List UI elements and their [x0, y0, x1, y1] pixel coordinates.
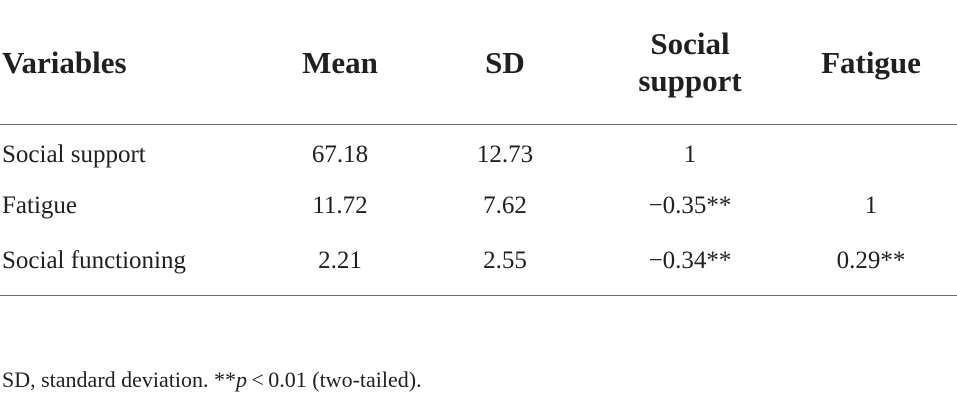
header-row: Variables Mean SD Social support Fatigue — [0, 0, 957, 125]
header-sd: SD — [415, 0, 595, 125]
table-footnote: SD, standard deviation. **p < 0.01 (two-… — [2, 366, 422, 394]
footnote-suffix: < 0.01 (two-tailed). — [247, 367, 422, 392]
table-row: Fatigue 11.72 7.62 −0.35** 1 — [0, 180, 957, 231]
row-label: Fatigue — [2, 191, 77, 219]
cell-sd: 7.62 — [483, 191, 527, 219]
header-fatigue: Fatigue — [785, 0, 957, 125]
cell-social-support: −0.35** — [648, 191, 732, 219]
table-row: Social support 67.18 12.73 1 — [0, 125, 957, 181]
header-mean: Mean — [265, 0, 415, 125]
correlation-table: Variables Mean SD Social support Fatigue… — [0, 0, 957, 296]
cell-mean: 11.72 — [312, 191, 368, 219]
header-social-support: Social support — [595, 0, 785, 125]
cell-social-support: −0.34** — [595, 231, 785, 296]
cell-social-support: 1 — [683, 140, 697, 168]
footnote-prefix: SD, standard deviation. ** — [2, 367, 237, 392]
row-label: Social support — [2, 140, 146, 168]
cell-mean: 67.18 — [311, 140, 369, 168]
table-body: Social support 67.18 12.73 1 Fatigue 11.… — [0, 125, 957, 296]
cell-sd: 12.73 — [476, 140, 534, 168]
header-social-support-line1: Social — [650, 26, 730, 61]
cell-sd: 2.55 — [415, 231, 595, 296]
cell-fatigue: 0.29** — [785, 231, 957, 296]
cell-fatigue — [785, 125, 957, 181]
table-header: Variables Mean SD Social support Fatigue — [0, 0, 957, 125]
header-social-support-line2: support — [638, 63, 742, 98]
table-row: Social functioning 2.21 2.55 −0.34** 0.2… — [0, 231, 957, 296]
header-variables: Variables — [0, 0, 265, 125]
correlation-table-container: Variables Mean SD Social support Fatigue… — [0, 0, 957, 296]
cell-fatigue: 1 — [864, 191, 878, 219]
cell-mean: 2.21 — [265, 231, 415, 296]
footnote-p-symbol: p — [236, 367, 248, 392]
row-label: Social functioning — [0, 231, 265, 296]
